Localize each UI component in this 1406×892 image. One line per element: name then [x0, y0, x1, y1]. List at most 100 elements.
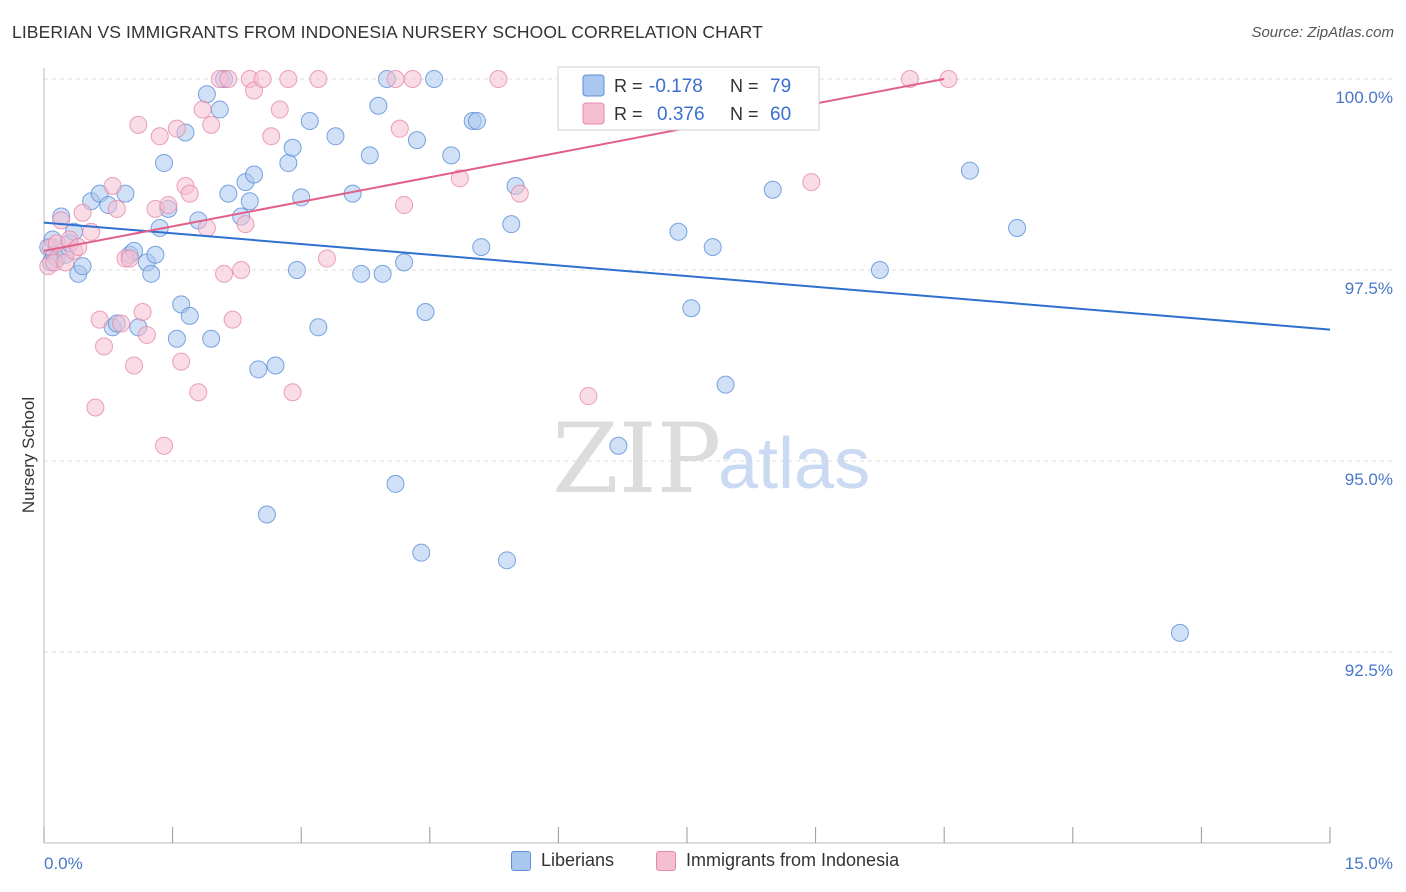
point-liberians — [395, 253, 414, 272]
point-indonesia — [219, 70, 238, 88]
point-indonesia — [129, 115, 148, 134]
point-liberians — [309, 318, 328, 337]
point-liberians — [425, 70, 444, 88]
point-liberians — [386, 474, 405, 493]
chart-title: LIBERIAN VS IMMIGRANTS FROM INDONESIA NU… — [12, 22, 763, 42]
point-indonesia — [223, 310, 242, 329]
x-tick-labels: 0.0% 15.0% — [44, 854, 1393, 873]
point-liberians — [960, 161, 979, 180]
point-indonesia — [232, 261, 251, 279]
point-indonesia — [262, 127, 281, 146]
x-tick-label: 15.0% — [1345, 854, 1393, 873]
point-indonesia — [390, 119, 409, 138]
point-liberians — [669, 222, 688, 241]
point-liberians — [1170, 623, 1189, 642]
point-liberians — [682, 299, 701, 318]
point-indonesia — [73, 203, 92, 222]
point-liberians — [360, 146, 379, 165]
point-indonesia — [180, 184, 199, 203]
point-liberians — [266, 356, 285, 375]
point-indonesia — [579, 387, 598, 406]
legend-n-label: N = — [730, 76, 759, 96]
point-liberians — [472, 238, 491, 257]
point-indonesia — [236, 215, 255, 234]
point-liberians — [416, 303, 435, 322]
point-indonesia — [900, 70, 919, 88]
point-indonesia — [155, 436, 174, 455]
point-liberians — [442, 146, 461, 165]
point-indonesia — [802, 173, 821, 192]
legend-item-liberians[interactable]: Liberians — [511, 850, 614, 871]
point-indonesia — [510, 184, 529, 203]
point-indonesia — [270, 100, 289, 119]
point-indonesia — [450, 169, 469, 188]
watermark-zip: ZIP — [552, 403, 721, 515]
point-liberians — [300, 112, 319, 131]
point-liberians — [197, 85, 216, 104]
point-indonesia — [95, 337, 114, 356]
point-indonesia — [52, 211, 71, 230]
legend-r-value-indonesia: 0.376 — [657, 104, 705, 125]
point-indonesia — [197, 218, 216, 237]
point-liberians — [1008, 218, 1027, 237]
y-tick-label: 97.5% — [1345, 279, 1393, 298]
point-indonesia — [107, 199, 126, 218]
point-indonesia — [309, 70, 328, 88]
y-axis-title: Nursery School — [19, 397, 38, 513]
point-liberians — [870, 261, 889, 279]
point-indonesia — [386, 70, 405, 88]
point-indonesia — [90, 310, 109, 329]
point-indonesia — [283, 383, 302, 402]
y-tick-labels: 92.5% 95.0% 97.5% 100.0% — [1335, 88, 1393, 680]
legend-box: R = -0.178 N = 79 R = 0.376 N = 60 — [557, 66, 820, 131]
point-liberians — [497, 551, 516, 570]
point-indonesia — [215, 264, 234, 283]
legend-n-value-indonesia: 60 — [770, 104, 791, 125]
y-tick-label: 92.5% — [1345, 661, 1393, 680]
point-indonesia — [395, 196, 414, 215]
trend-line-liberians — [43, 221, 1331, 331]
point-indonesia — [202, 115, 221, 134]
point-indonesia — [489, 70, 508, 88]
point-indonesia — [317, 249, 336, 268]
legend-label-indonesia: Immigrants from Indonesia — [686, 850, 900, 870]
point-liberians — [240, 192, 259, 211]
point-liberians — [202, 329, 221, 348]
grid-lines — [44, 78, 1392, 653]
legend-item-indonesia[interactable]: Immigrants from Indonesia — [656, 850, 899, 871]
point-indonesia — [253, 70, 272, 88]
point-indonesia — [189, 383, 208, 402]
point-indonesia — [403, 70, 422, 88]
source-label: Source: ZipAtlas.com — [1251, 24, 1394, 41]
point-liberians — [142, 264, 161, 283]
legend-swatch-indonesia — [582, 102, 605, 125]
point-liberians — [167, 329, 186, 348]
point-liberians — [609, 436, 628, 455]
point-indonesia — [193, 100, 212, 119]
point-liberians — [352, 264, 371, 283]
watermark-atlas: atlas — [718, 424, 870, 504]
point-indonesia — [125, 356, 144, 375]
legend-swatch-liberians — [582, 74, 605, 97]
point-liberians — [219, 184, 238, 203]
point-liberians — [412, 543, 431, 562]
point-indonesia — [112, 314, 131, 333]
point-indonesia — [69, 238, 88, 257]
legend-r-label: R = — [614, 76, 643, 96]
point-liberians — [373, 264, 392, 283]
point-indonesia — [103, 176, 122, 195]
point-indonesia — [279, 70, 298, 88]
axes — [43, 68, 1331, 844]
point-liberians — [502, 215, 521, 234]
point-liberians — [73, 257, 92, 276]
legend-label-liberians: Liberians — [541, 850, 615, 870]
point-liberians — [283, 138, 302, 157]
watermark: ZIP atlas — [552, 403, 870, 515]
legend-swatch-indonesia — [656, 850, 676, 871]
point-liberians — [146, 245, 165, 264]
point-liberians — [369, 96, 388, 115]
point-liberians — [180, 306, 199, 325]
point-indonesia — [159, 196, 178, 215]
point-liberians — [249, 360, 268, 379]
